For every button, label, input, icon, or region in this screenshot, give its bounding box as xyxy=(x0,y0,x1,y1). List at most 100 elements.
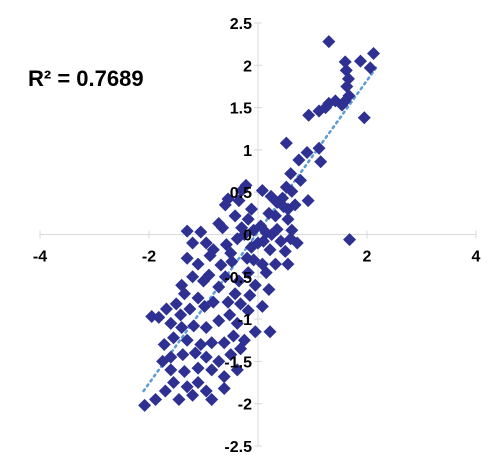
data-point xyxy=(288,198,302,212)
data-point xyxy=(292,153,306,167)
data-point xyxy=(156,354,170,368)
x-tick-label: 2 xyxy=(363,249,372,266)
data-point xyxy=(180,251,194,265)
data-point xyxy=(241,212,255,226)
data-point xyxy=(159,302,173,316)
data-point xyxy=(226,329,240,343)
data-point xyxy=(247,253,261,267)
data-point xyxy=(264,189,278,203)
data-point xyxy=(343,233,357,247)
x-tick-label: -4 xyxy=(33,249,47,266)
data-point xyxy=(322,35,336,49)
data-point xyxy=(218,198,232,212)
data-point xyxy=(167,331,181,345)
data-point xyxy=(259,266,273,280)
data-point xyxy=(177,365,191,379)
data-point xyxy=(169,297,183,311)
data-point xyxy=(357,111,371,125)
data-point xyxy=(312,141,326,155)
data-point xyxy=(255,299,269,313)
data-point xyxy=(221,295,235,309)
data-point xyxy=(314,155,328,169)
y-tick-label: -2 xyxy=(238,397,252,414)
data-point xyxy=(241,266,255,280)
data-point xyxy=(191,257,205,271)
data-point xyxy=(167,376,181,390)
data-point xyxy=(186,236,200,250)
data-point xyxy=(223,308,237,322)
data-point xyxy=(194,225,208,239)
data-point xyxy=(232,194,246,208)
data-point xyxy=(199,384,213,398)
y-tick-label: 1.5 xyxy=(230,101,252,118)
data-point xyxy=(187,319,201,333)
data-point xyxy=(268,257,282,271)
data-point xyxy=(237,333,251,347)
data-point xyxy=(230,316,244,330)
y-tick-label: 0 xyxy=(243,228,252,245)
data-point xyxy=(197,274,210,288)
data-point xyxy=(198,299,212,313)
data-point xyxy=(270,222,284,236)
data-point xyxy=(149,392,163,406)
y-tick-label: -2.5 xyxy=(224,439,252,456)
data-point xyxy=(285,223,299,237)
data-point xyxy=(183,302,197,316)
data-point xyxy=(217,370,231,384)
data-point xyxy=(263,243,277,257)
tick-labels: -4 -2 2 4 -2.5 -2 -1.5 -1 -0.5 0 0.5 1 1.5 2 2.5 xyxy=(33,16,481,456)
data-point xyxy=(174,308,188,322)
data-point xyxy=(203,249,217,263)
data-point xyxy=(138,398,152,412)
data-point xyxy=(302,108,316,122)
data-points xyxy=(138,35,381,412)
data-point xyxy=(285,184,299,198)
data-point xyxy=(164,316,178,330)
data-point xyxy=(175,321,189,335)
data-point xyxy=(217,381,231,395)
data-point xyxy=(205,363,219,377)
data-point xyxy=(152,310,166,324)
x-tick-label: 4 xyxy=(472,249,481,266)
data-point xyxy=(212,354,226,368)
data-point xyxy=(180,224,194,238)
y-tick-label: 2.5 xyxy=(230,16,252,33)
data-point xyxy=(300,145,314,159)
data-point xyxy=(274,234,288,248)
data-point xyxy=(263,325,277,339)
data-point xyxy=(191,376,205,390)
data-point xyxy=(312,104,326,118)
data-point xyxy=(277,200,291,214)
data-point xyxy=(191,291,205,305)
data-point xyxy=(247,223,261,237)
y-tick-label: -0.5 xyxy=(224,270,252,287)
data-point xyxy=(186,388,200,402)
data-point xyxy=(225,255,239,269)
data-point xyxy=(290,236,304,250)
data-point xyxy=(248,278,262,292)
data-point xyxy=(284,167,298,181)
data-point xyxy=(248,325,262,339)
y-tick-label: 1 xyxy=(243,143,252,160)
data-point xyxy=(158,384,172,398)
data-point xyxy=(175,278,189,292)
data-point xyxy=(205,336,219,350)
data-point xyxy=(212,314,226,328)
data-point xyxy=(268,209,282,223)
data-point xyxy=(212,280,226,294)
data-point xyxy=(199,236,213,250)
data-point xyxy=(180,333,194,347)
data-point xyxy=(228,209,242,223)
data-point xyxy=(262,282,276,296)
data-point xyxy=(353,54,367,68)
data-point xyxy=(294,173,308,187)
y-tick-label: 2 xyxy=(243,58,252,75)
data-point xyxy=(164,363,178,377)
data-point xyxy=(214,258,228,272)
data-point xyxy=(191,361,205,375)
data-point xyxy=(172,392,186,406)
x-tick-label: -2 xyxy=(142,249,156,266)
data-point xyxy=(244,202,258,216)
data-point xyxy=(186,270,200,284)
